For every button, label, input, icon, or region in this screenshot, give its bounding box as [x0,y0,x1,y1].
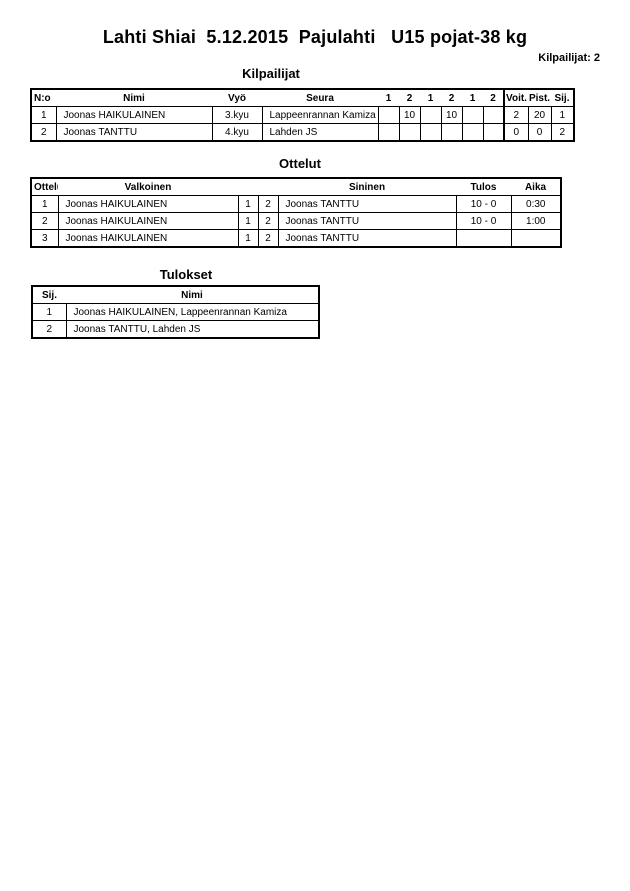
ottelut-section-heading: Ottelut [279,156,321,171]
ottelut-header-spacer [258,178,278,196]
kilpailijat-header-round-6: 2 [490,92,496,104]
ottelut-row-3: 3 Joonas HAIKULAINEN 1 2 Joonas TANTTU [30,229,562,248]
tulokset-header-nimi: Nimi [181,289,203,301]
ottelut-header-sininen: Sininen [348,181,386,193]
kilpailijat-row-1: 1 Joonas HAIKULAINEN 3.kyu Lappeenrannan… [30,106,575,124]
competitor-wins: 0 [503,123,529,142]
kilpailijat-header-voit: Voit. [503,89,528,107]
match-white-name: Joonas HAIKULAINEN [57,229,239,248]
tulokset-header-row: Sij. Nimi [32,286,319,304]
kilpailijat-header-round-2: 2 [406,92,413,104]
match-result [455,229,512,248]
kilpailijat-row-2: 2 Joonas TANTTU 4.kyu Lahden JS 0 0 2 [30,123,575,142]
kilpailijat-header-sij: Sij. [554,92,570,104]
kilpailijat-header-no: N:o [34,92,51,104]
match-blue-number: 2 [257,212,279,230]
competitor-name: Joonas TANTTU [55,123,213,142]
competitor-wins: 2 [503,106,529,124]
match-white-number: 1 [237,195,259,213]
score-cell [398,123,421,142]
kilpailijat-header-round-1: 1 [385,92,392,104]
competitor-name: Joonas HAIKULAINEN [55,106,213,124]
competitors-count-label: Kilpailijat: 2 [538,52,600,64]
match-white-name: Joonas HAIKULAINEN [57,212,239,230]
match-time: 0:30 [510,195,562,213]
score-cell [482,106,505,124]
score-cell: 10 [440,106,463,124]
kilpailijat-header-pist: Pist. [528,92,551,104]
score-cell [440,123,463,142]
match-time [510,229,562,248]
tulokset-table: Sij. Nimi 1 Joonas HAIKULAINEN, Lappeenr… [31,285,320,339]
score-cell [461,123,484,142]
kilpailijat-header-vyo: Vyö [228,92,246,104]
tulokset-header-sij: Sij. [41,289,57,301]
kilpailijat-header-nimi: Nimi [123,92,145,104]
competitor-points: 20 [527,106,552,124]
result-name: Joonas TANTTU, Lahden JS [65,320,320,339]
match-number: 1 [30,195,59,213]
competitor-number: 1 [30,106,57,124]
page-title: Lahti Shiai 5.12.2015 Pajulahti U15 poja… [102,27,528,47]
tulokset-section-heading: Tulokset [159,267,213,282]
ottelut-row-2: 2 Joonas HAIKULAINEN 1 2 Joonas TANTTU 1… [30,212,562,230]
result-placement: 2 [31,320,67,339]
match-number: 3 [30,229,59,248]
tulokset-row-2: 2 Joonas TANTTU, Lahden JS [31,320,320,339]
match-blue-number: 2 [257,195,279,213]
ottelut-header-valkoinen: Valkoinen [124,181,172,193]
match-white-number: 1 [237,212,259,230]
competitor-placement: 1 [550,106,575,124]
tulokset-row-1: 1 Joonas HAIKULAINEN, Lappeenrannan Kami… [31,303,320,321]
match-blue-name: Joonas TANTTU [277,195,457,213]
match-blue-number: 2 [257,229,279,248]
kilpailijat-header-seura: Seura [306,92,334,104]
match-white-number: 1 [237,229,259,248]
ottelut-header-spacer [238,178,258,196]
match-time: 1:00 [510,212,562,230]
kilpailijat-header-round-5: 1 [469,92,476,104]
result-placement: 1 [31,303,67,321]
kilpailijat-table: N:o Nimi Vyö Seura 1 2 1 2 1 2 Voit. Pis… [30,88,575,142]
score-cell [377,123,400,142]
score-cell [377,106,400,124]
kilpailijat-section-heading: Kilpailijat [242,66,300,81]
kilpailijat-header-row: N:o Nimi Vyö Seura 1 2 1 2 1 2 Voit. Pis… [31,89,574,107]
score-cell [461,106,484,124]
competitor-points: 0 [527,123,552,142]
result-name: Joonas HAIKULAINEN, Lappeenrannan Kamiza [65,303,320,321]
match-result: 10 - 0 [455,212,512,230]
match-number: 2 [30,212,59,230]
kilpailijat-header-round-4: 2 [448,92,455,104]
kilpailijat-header-round-3: 1 [427,92,434,104]
ottelut-table: Ottelu Valkoinen Sininen Tulos Aika 1 Jo… [30,177,562,248]
competitor-belt: 3.kyu [211,106,263,124]
match-blue-name: Joonas TANTTU [277,229,457,248]
match-result: 10 - 0 [455,195,512,213]
ottelut-header-row: Ottelu Valkoinen Sininen Tulos Aika [31,178,561,196]
ottelut-row-1: 1 Joonas HAIKULAINEN 1 2 Joonas TANTTU 1… [30,195,562,213]
ottelut-header-aika: Aika [524,181,547,193]
ottelut-header-ottelu: Ottelu [34,181,58,193]
ottelut-header-tulos: Tulos [470,181,497,193]
competitor-belt: 4.kyu [211,123,263,142]
competitor-number: 2 [30,123,57,142]
score-cell [419,106,442,124]
competitor-club: Lahden JS [261,123,379,142]
score-cell [419,123,442,142]
match-white-name: Joonas HAIKULAINEN [57,195,239,213]
score-cell [482,123,505,142]
score-cell: 10 [398,106,421,124]
match-blue-name: Joonas TANTTU [277,212,457,230]
competitor-club: Lappeenrannan Kamiza [261,106,379,124]
competitor-placement: 2 [550,123,575,142]
